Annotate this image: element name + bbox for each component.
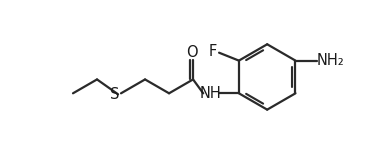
Text: NH₂: NH₂ [316, 53, 344, 68]
Text: F: F [209, 44, 217, 59]
Text: NH: NH [199, 86, 221, 101]
Text: S: S [111, 87, 120, 102]
Text: O: O [186, 45, 197, 60]
